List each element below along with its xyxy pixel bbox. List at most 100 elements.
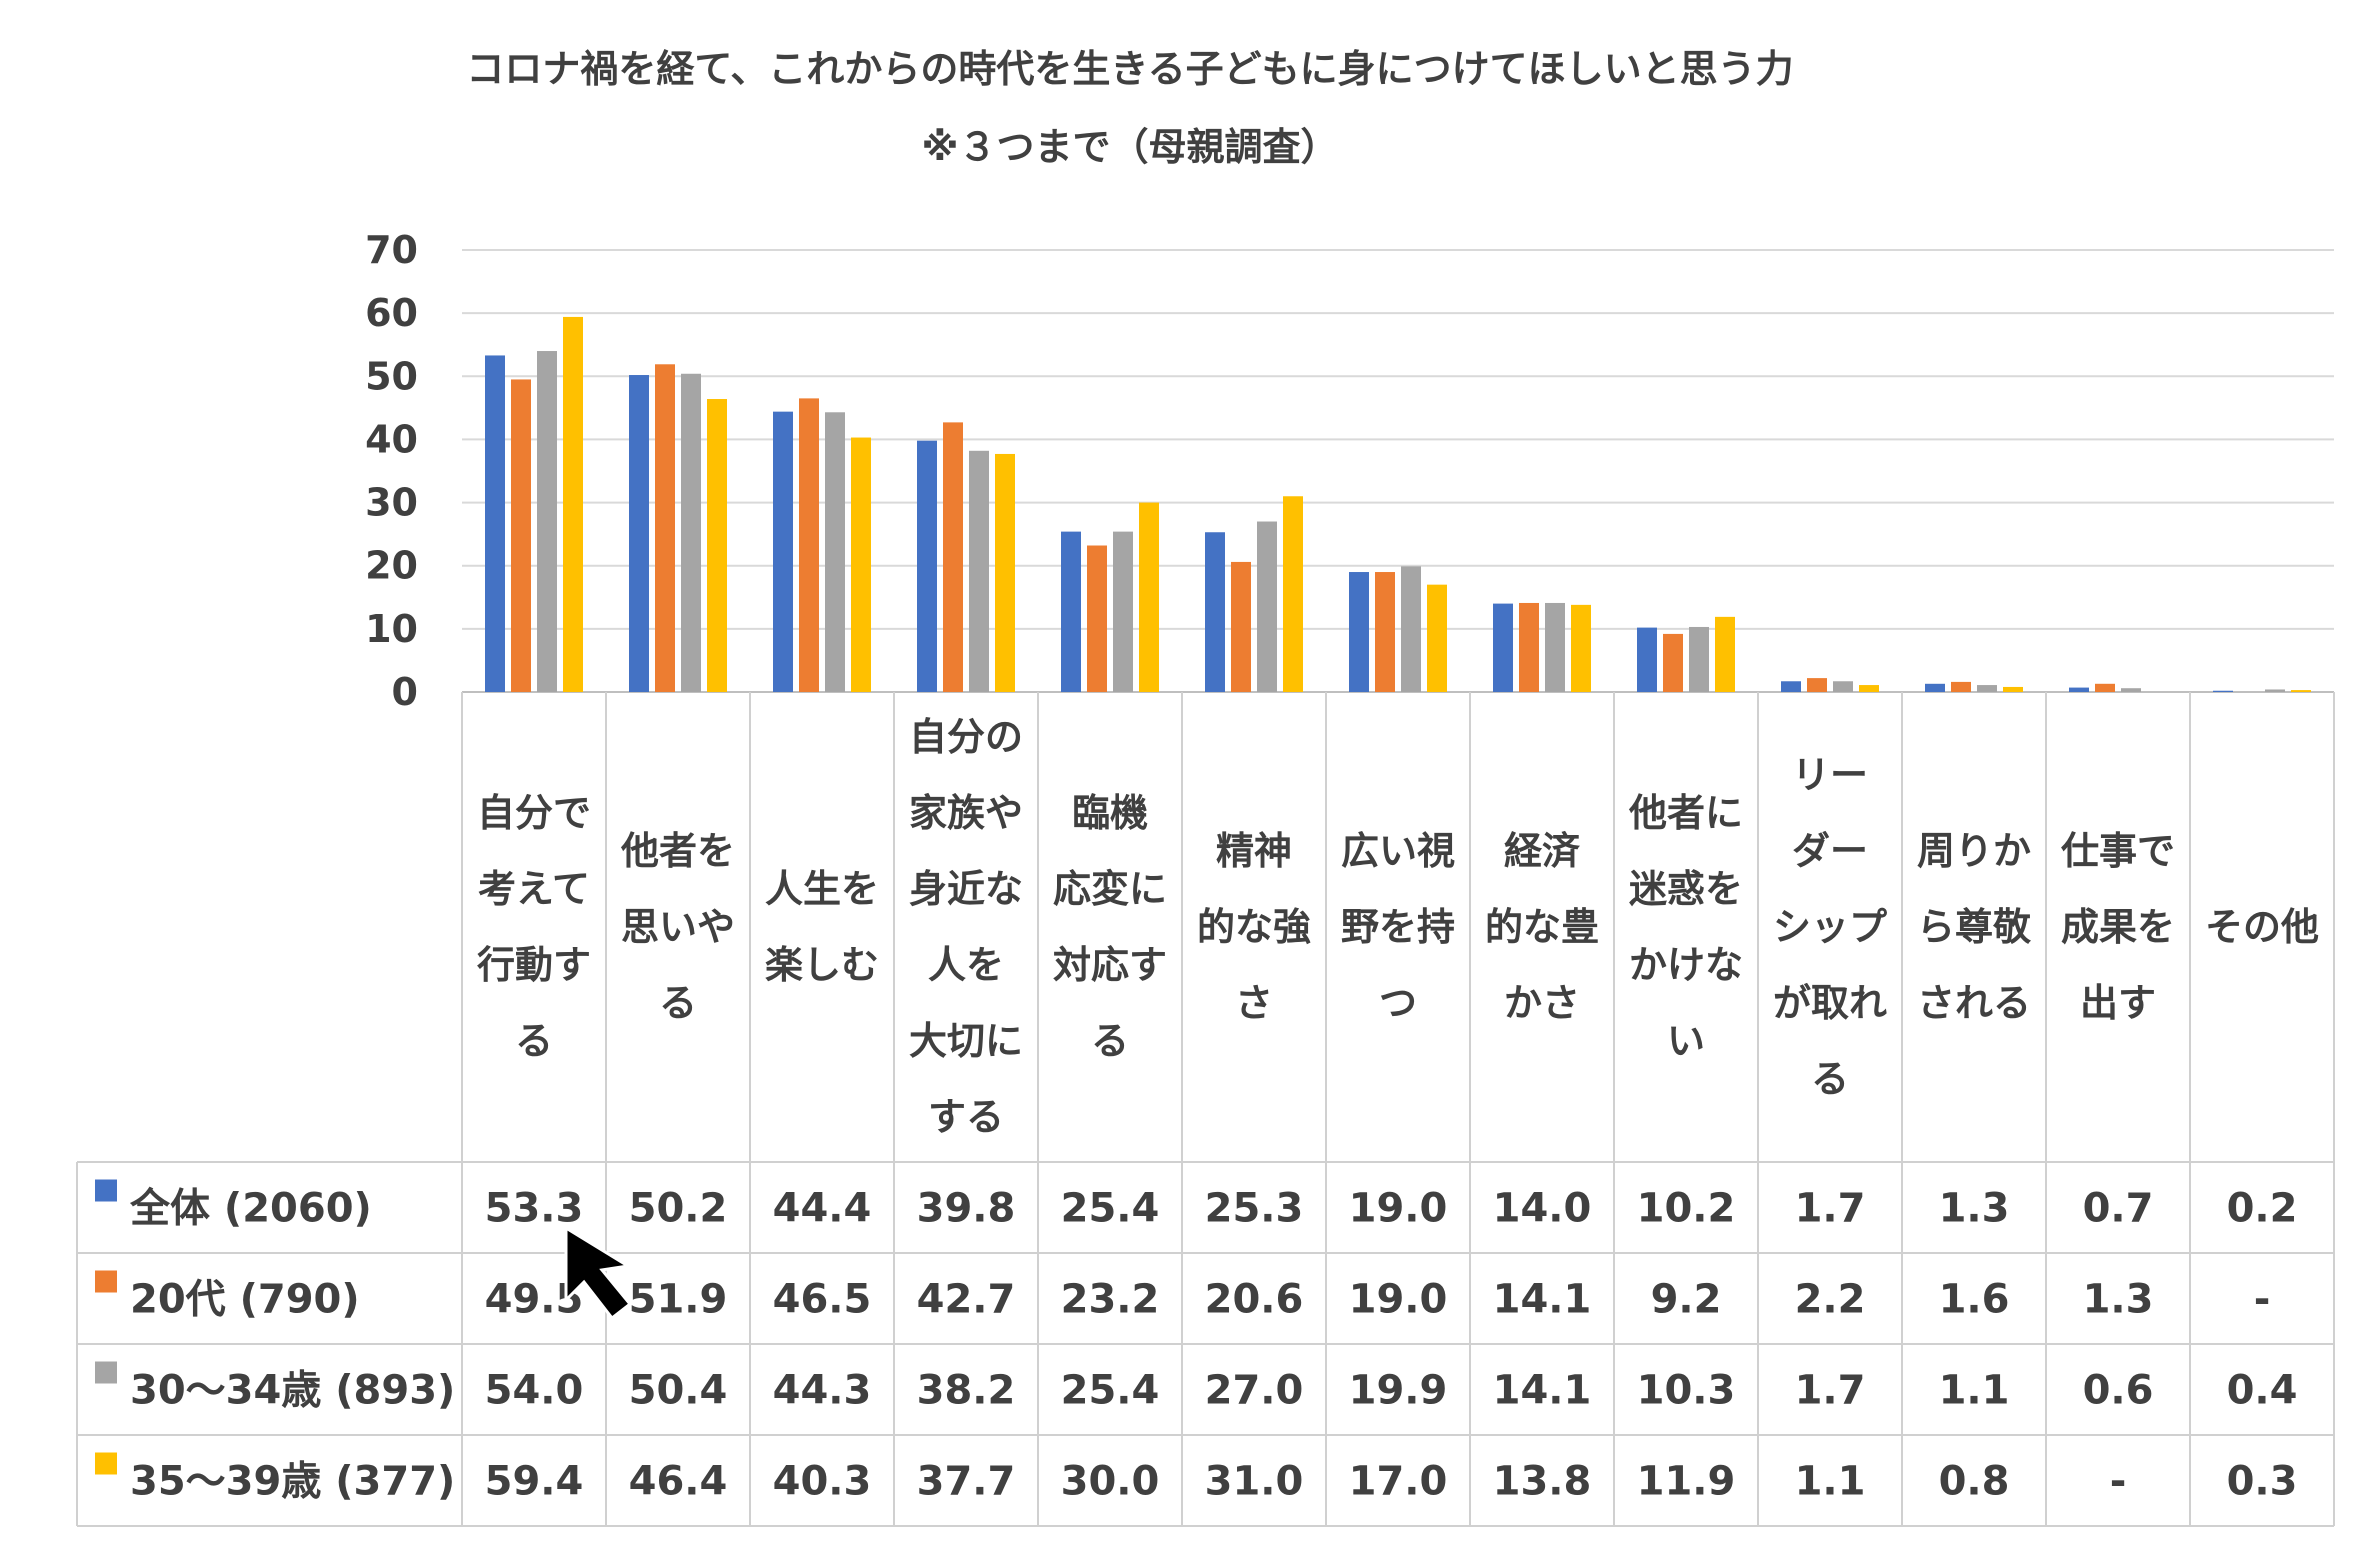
data-label: 19.0 xyxy=(1349,1186,1448,1232)
category-label: 的な豊 xyxy=(1485,905,1599,949)
bars xyxy=(485,316,2311,692)
bar xyxy=(1781,681,1801,692)
data-label: 0.4 xyxy=(2227,1368,2298,1414)
category-label: 人生を xyxy=(765,867,879,911)
bar xyxy=(1951,681,1971,692)
bar xyxy=(1925,683,1945,692)
category-label: 自分の xyxy=(909,715,1023,759)
legend-label: 30～34歳 (893) xyxy=(130,1368,455,1414)
y-tick-label: 40 xyxy=(365,417,418,461)
category-label: る xyxy=(659,981,697,1025)
data-label: 25.4 xyxy=(1061,1186,1160,1232)
bar xyxy=(2121,688,2141,692)
data-label: 44.4 xyxy=(773,1186,872,1232)
bar xyxy=(511,379,531,692)
category-label: 臨機 xyxy=(1072,791,1148,835)
bar xyxy=(1205,532,1225,692)
legend-swatch xyxy=(95,1179,117,1202)
legend-swatch xyxy=(95,1270,117,1293)
category-label: 楽しむ xyxy=(765,943,879,987)
category-label: 迷惑を xyxy=(1629,867,1743,911)
data-label: 1.6 xyxy=(1939,1277,2010,1323)
category-label: シップ xyxy=(1773,905,1887,949)
bar xyxy=(969,450,989,692)
data-label: 1.7 xyxy=(1795,1368,1866,1414)
data-label: 14.1 xyxy=(1493,1368,1592,1414)
bar xyxy=(1231,561,1251,692)
bar xyxy=(485,355,505,692)
data-label: 10.3 xyxy=(1637,1368,1736,1414)
legend-label: 35～39歳 (377) xyxy=(130,1459,455,1505)
category-label: 思いや xyxy=(621,905,735,949)
category-label: かけな xyxy=(1629,943,1743,987)
bar xyxy=(2095,683,2115,692)
category-label: い xyxy=(1667,1019,1705,1063)
data-label: 1.3 xyxy=(2083,1277,2154,1323)
category-label: 行動す xyxy=(477,943,591,987)
category-label: 精神 xyxy=(1216,829,1292,873)
y-tick-label: 50 xyxy=(365,354,418,398)
data-label: 25.4 xyxy=(1061,1368,1160,1414)
data-label: 1.3 xyxy=(1939,1186,2010,1232)
category-label: 考えて xyxy=(478,867,590,911)
category-label: 周りか xyxy=(1917,829,2031,873)
bar xyxy=(1427,584,1447,692)
data-label: 19.0 xyxy=(1349,1277,1448,1323)
category-label: つ xyxy=(1379,981,1417,1025)
category-label: される xyxy=(1917,981,2031,1025)
data-label: 50.4 xyxy=(629,1368,728,1414)
chart-subtitle: ※３つまで（母親調査） xyxy=(922,125,1339,169)
data-label: 59.4 xyxy=(485,1459,584,1505)
category-label: する xyxy=(928,1095,1004,1139)
bar xyxy=(1139,502,1159,692)
data-label: 17.0 xyxy=(1349,1459,1448,1505)
data-label: 20.6 xyxy=(1205,1277,1304,1323)
category-label: 自分で xyxy=(477,791,591,835)
y-tick-label: 10 xyxy=(365,607,418,651)
bar xyxy=(1113,531,1133,692)
bar xyxy=(1833,681,1853,692)
bar xyxy=(681,373,701,692)
data-label: 30.0 xyxy=(1061,1459,1160,1505)
category-label: 的な強 xyxy=(1197,905,1311,949)
data-label: 0.3 xyxy=(2227,1459,2298,1505)
bar xyxy=(563,316,583,692)
bar xyxy=(537,351,557,692)
category-label: さ xyxy=(1235,981,1273,1025)
data-label: 39.8 xyxy=(917,1186,1016,1232)
category-label: 成果を xyxy=(2061,905,2175,949)
data-label: 0.8 xyxy=(1939,1459,2010,1505)
data-label: 31.0 xyxy=(1205,1459,1304,1505)
bar xyxy=(917,440,937,692)
bar xyxy=(1283,496,1303,692)
bar xyxy=(1571,604,1591,692)
data-label: 38.2 xyxy=(917,1368,1016,1414)
category-label: 経済 xyxy=(1504,829,1581,873)
bar xyxy=(1401,566,1421,692)
category-label: 応変に xyxy=(1053,867,1167,911)
data-label: 11.9 xyxy=(1637,1459,1736,1505)
legend-label: 全体 (2060) xyxy=(129,1186,372,1232)
data-label: 37.7 xyxy=(917,1459,1016,1505)
data-label: 23.2 xyxy=(1061,1277,1160,1323)
y-axis-ticks: 0 10 20 30 40 50 60 70 xyxy=(365,228,418,714)
bar xyxy=(2003,686,2023,692)
bar xyxy=(1807,678,1827,692)
bar xyxy=(1977,685,1997,692)
gridlines xyxy=(462,249,2334,693)
category-label: その他 xyxy=(2205,905,2319,949)
category-label: る xyxy=(1091,1019,1129,1063)
category-label: 家族や xyxy=(909,791,1023,835)
bar xyxy=(1257,521,1277,692)
data-label: 27.0 xyxy=(1205,1368,1304,1414)
category-label: が取れ xyxy=(1773,981,1887,1025)
category-label: る xyxy=(1811,1057,1849,1101)
category-label: 身近な xyxy=(909,867,1023,911)
data-label: 0.2 xyxy=(2227,1186,2298,1232)
bar xyxy=(2265,689,2285,692)
data-label: 19.9 xyxy=(1349,1368,1448,1414)
bar xyxy=(1493,603,1513,692)
data-label: 25.3 xyxy=(1205,1186,1304,1232)
